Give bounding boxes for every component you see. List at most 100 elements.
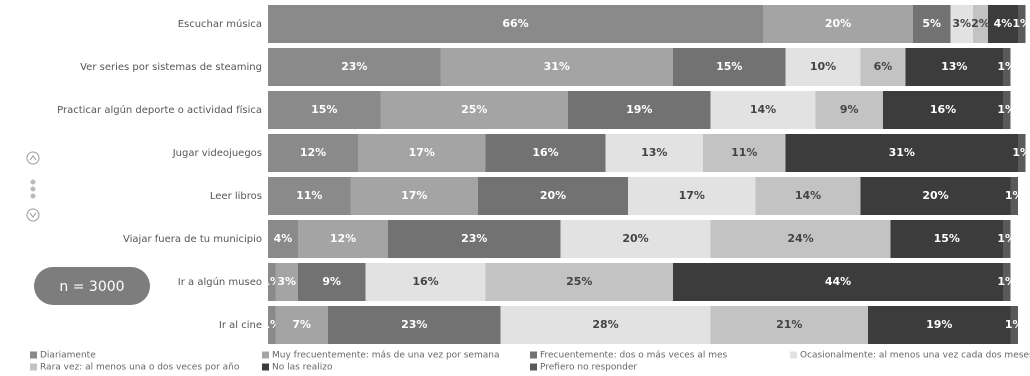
bar-segment (703, 134, 786, 172)
value-label: 1% (1012, 146, 1030, 159)
bar-segment (710, 306, 868, 344)
scroll-down[interactable] (26, 208, 40, 222)
bar-segment (485, 134, 606, 172)
dot (30, 179, 36, 185)
bar-segment (568, 91, 711, 129)
value-label: 23% (461, 232, 487, 245)
bar-segment (268, 91, 381, 129)
legend-label: Diariamente (40, 351, 96, 361)
value-label: 1% (1005, 189, 1024, 202)
bar-segment (883, 91, 1003, 129)
value-label: 1% (1012, 17, 1030, 30)
bar-segment (268, 48, 441, 86)
category-label: Practicar algún deporte o actividad físi… (57, 104, 262, 116)
value-label: 16% (412, 275, 438, 288)
value-label: 15% (934, 232, 960, 245)
bar-segment (268, 220, 298, 258)
bar-segment (388, 220, 561, 258)
bar-segment (1003, 263, 1011, 301)
value-label: 20% (922, 189, 948, 202)
value-label: 1% (997, 275, 1016, 288)
value-label: 4% (274, 232, 293, 245)
value-label: 66% (502, 17, 528, 30)
legend-label: No las realizo (272, 363, 333, 373)
value-label: 23% (341, 60, 367, 73)
legend-label: Prefiero no responder (540, 363, 637, 373)
value-label: 12% (300, 146, 326, 159)
bar-segment (485, 263, 673, 301)
value-label: 25% (461, 103, 487, 116)
value-label: 28% (592, 318, 618, 331)
bar-segment (1010, 306, 1018, 344)
category-label: Ir al cine (219, 320, 262, 331)
bar-segment (365, 263, 486, 301)
bar-segment (785, 48, 861, 86)
bar-segment (860, 48, 906, 86)
bar-segment (268, 306, 276, 344)
value-label: 16% (532, 146, 558, 159)
legend-swatch (530, 351, 537, 359)
value-label: 5% (922, 17, 941, 30)
value-label: 15% (311, 103, 337, 116)
dot (30, 193, 36, 199)
category-label: Escuchar música (178, 18, 262, 30)
value-label: 3% (952, 17, 971, 30)
category-label: Ir a algún museo (178, 276, 262, 288)
bar-segment (380, 91, 568, 129)
value-label: 10% (810, 60, 836, 73)
value-label: 19% (626, 103, 652, 116)
bar-segment (478, 177, 628, 215)
chevron (29, 155, 37, 161)
value-label: 20% (622, 232, 648, 245)
value-label: 15% (716, 60, 742, 73)
bar-segment (268, 263, 276, 301)
bar-segment (1010, 177, 1018, 215)
legend-swatch (262, 351, 269, 359)
value-label: 11% (296, 189, 322, 202)
value-label: 13% (941, 60, 967, 73)
bar-segment (710, 220, 891, 258)
value-label: 17% (401, 189, 427, 202)
value-label: 20% (825, 17, 851, 30)
bar-segment (950, 5, 973, 43)
bar-segment (560, 220, 711, 258)
value-label: 1% (997, 60, 1016, 73)
bar-segment (298, 263, 366, 301)
bar-segment (350, 177, 478, 215)
value-label: 20% (540, 189, 566, 202)
bar-segment (275, 263, 298, 301)
bar-segment (628, 177, 756, 215)
bar-segment (988, 5, 1018, 43)
value-label: 1% (1005, 318, 1024, 331)
value-label: 25% (566, 275, 592, 288)
bar-segment (905, 48, 1003, 86)
dot (30, 186, 36, 192)
value-label: 11% (731, 146, 757, 159)
legend-swatch (262, 363, 269, 371)
bar-segment (268, 134, 358, 172)
legend-swatch (530, 363, 537, 371)
bar-segment (440, 48, 673, 86)
value-label: 12% (330, 232, 356, 245)
bar-segment (868, 306, 1011, 344)
bar-segment (973, 5, 988, 43)
value-label: 17% (409, 146, 435, 159)
value-label: 44% (825, 275, 851, 288)
value-label: 7% (292, 318, 311, 331)
bar-segment (268, 5, 763, 43)
bar-segment (275, 306, 328, 344)
bar-segment (890, 220, 1003, 258)
value-label: 1% (997, 103, 1016, 116)
value-label: 2% (971, 17, 990, 30)
category-label: Ver series por sistemas de steaming (80, 62, 262, 73)
value-label: 1% (997, 232, 1016, 245)
bar-segment (328, 306, 501, 344)
bar-segment (358, 134, 486, 172)
value-label: 21% (776, 318, 802, 331)
bar-segment (605, 134, 703, 172)
legend-swatch (30, 363, 37, 371)
legend-swatch (30, 351, 37, 359)
chevron (29, 212, 37, 218)
scroll-up[interactable] (26, 151, 40, 165)
